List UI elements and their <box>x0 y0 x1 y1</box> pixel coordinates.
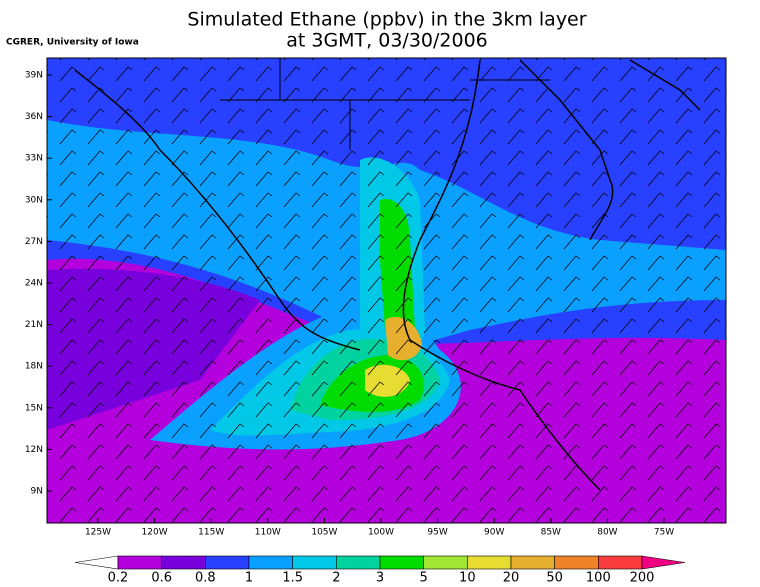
colorbar-segment <box>510 555 555 570</box>
lat-label: 9N <box>31 487 43 497</box>
lat-label: 27N <box>25 237 43 247</box>
colorbar-segment <box>423 555 468 570</box>
lon-label: 95W <box>427 528 447 538</box>
colorbar-over <box>641 555 686 570</box>
colorbar-label: 200 <box>630 571 655 586</box>
map-field <box>47 58 726 523</box>
colorbar-label: 0.6 <box>151 571 172 586</box>
colorbar-label: 0.2 <box>108 571 129 586</box>
lon-label: 80W <box>597 528 617 538</box>
lon-label: 90W <box>484 528 504 538</box>
colorbar-segment <box>336 555 381 570</box>
title-line-1: Simulated Ethane (ppbv) in the 3km layer <box>187 9 586 31</box>
lat-label: 18N <box>25 362 43 372</box>
colorbar-segment <box>467 555 512 570</box>
colorbar-segment <box>554 555 599 570</box>
title-line-2: at 3GMT, 03/30/2006 <box>286 30 488 52</box>
map-frame <box>46 57 727 524</box>
colorbar-segment <box>598 555 643 570</box>
lat-label: 15N <box>25 403 43 413</box>
colorbar-segment <box>161 555 206 570</box>
colorbar-segment <box>205 555 250 570</box>
lon-label: 125W <box>85 528 111 538</box>
colorbar-under <box>74 555 119 570</box>
lon-label: 85W <box>541 528 561 538</box>
lon-label: 120W <box>142 528 168 538</box>
colorbar-label: 10 <box>459 571 476 586</box>
lon-label: 105W <box>311 528 337 538</box>
lat-label: 12N <box>25 445 43 455</box>
axes: 39N 36N 33N 30N 27N 24N 21N 18N 15N 12N 9N 125W 120W… <box>25 71 674 538</box>
lat-label: 24N <box>25 279 43 289</box>
lat-label: 39N <box>25 71 43 81</box>
colorbar-label: 1 <box>245 571 253 586</box>
colorbar-segment <box>292 555 337 570</box>
colorbar-label: 0.8 <box>195 571 216 586</box>
colorbar-label: 3 <box>376 571 384 586</box>
colorbar-segment <box>379 555 424 570</box>
colorbar-label: 5 <box>420 571 428 586</box>
lon-label: 110W <box>255 528 281 538</box>
lat-label: 33N <box>25 154 43 164</box>
lat-label: 36N <box>25 112 43 122</box>
credit: CGRER, University of Iowa <box>6 38 139 48</box>
lat-label: 30N <box>25 195 43 205</box>
colorbar-label: 1.5 <box>282 571 303 586</box>
colorbar: 0.2 0.6 0.8 1 1.5 2 3 5 10 20 50 100 200 <box>74 555 686 586</box>
lon-label: 100W <box>368 528 394 538</box>
colorbar-label: 100 <box>586 571 611 586</box>
colorbar-label: 20 <box>503 571 520 586</box>
colorbar-segment <box>117 555 162 570</box>
lon-label: 75W <box>654 528 674 538</box>
colorbar-segment <box>248 555 293 570</box>
colorbar-label: 2 <box>332 571 340 586</box>
lon-label: 115W <box>198 528 224 538</box>
colorbar-label: 50 <box>546 571 563 586</box>
lat-label: 21N <box>25 320 43 330</box>
